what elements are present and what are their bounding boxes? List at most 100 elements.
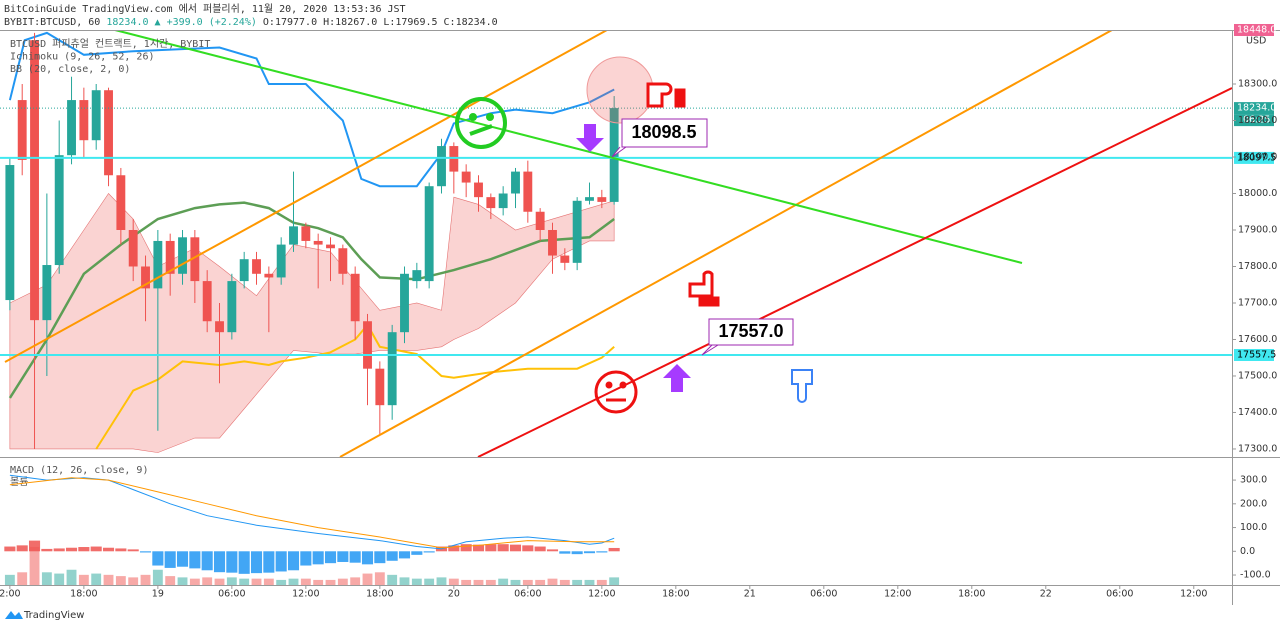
price-label-box	[1234, 102, 1274, 115]
channel-line	[339, 30, 1113, 457]
candle-body	[338, 248, 348, 274]
candle-body	[5, 165, 15, 301]
y-tick-label: 0.0	[1240, 546, 1255, 557]
y-tick-label: 17800.0	[1238, 261, 1277, 272]
histogram-bar	[164, 551, 176, 568]
histogram-bar	[546, 549, 559, 552]
candle-body	[387, 332, 397, 406]
candle-body	[42, 265, 52, 321]
candle-body	[190, 237, 200, 282]
y-tick-label: 17900.0	[1238, 224, 1277, 235]
x-tick-label: 20	[448, 589, 460, 600]
volume-bar	[337, 578, 348, 585]
volume-bar	[461, 579, 472, 585]
histogram-bar	[201, 551, 213, 571]
histogram-bar	[28, 540, 41, 552]
y-tick-label: 200.0	[1240, 498, 1267, 509]
neutral-face	[594, 370, 638, 414]
x-tick-label: 22	[1040, 589, 1052, 600]
candle-body	[128, 229, 138, 267]
legend-entry: BB (20, close, 2, 0)	[10, 64, 130, 75]
histogram-bar	[608, 547, 620, 552]
histogram-bar	[90, 546, 102, 552]
volume-bar	[572, 579, 583, 585]
candle-body	[215, 321, 224, 333]
candle-body	[165, 240, 175, 274]
histogram-bar	[65, 547, 78, 552]
histogram-bar	[102, 547, 115, 552]
hand-icon	[791, 369, 813, 403]
candle-body	[91, 90, 101, 141]
volume-bar	[448, 578, 459, 585]
x-tick-label: 19	[152, 589, 164, 600]
histogram-bar	[238, 551, 250, 574]
candle-body	[30, 40, 39, 321]
y-tick-label: 17500.0	[1238, 370, 1277, 381]
candle-body	[116, 175, 126, 230]
histogram-bar	[596, 551, 608, 553]
smiley	[455, 97, 507, 149]
countdown: 06:25	[1243, 115, 1270, 126]
hand-icon	[688, 270, 720, 307]
x-tick-label: 12:00	[884, 589, 911, 600]
x-tick-label: 06:00	[1106, 589, 1133, 600]
volume-bar	[374, 572, 385, 585]
histogram-bar	[448, 545, 460, 552]
volume-bar	[128, 577, 139, 585]
histogram-bar	[300, 551, 312, 566]
x-tick-label: 06:00	[514, 589, 541, 600]
histogram-bar	[16, 545, 28, 552]
histogram-bar	[386, 551, 398, 561]
volume-bar	[226, 577, 237, 585]
volume-bar	[547, 578, 558, 585]
candle-body	[412, 270, 422, 282]
volume-bar	[165, 576, 176, 585]
price-label: 18448.0	[1237, 25, 1276, 36]
x-tick-label: 21	[744, 589, 756, 600]
ohlc: O:17977.0 H:18267.0 L:17969.5 C:18234.0	[263, 17, 498, 28]
candle-body	[572, 200, 582, 263]
volume-bar	[399, 577, 410, 585]
candle-body	[511, 171, 520, 194]
histogram-bar	[226, 551, 238, 573]
y-tick-label: 17600.0	[1238, 334, 1277, 345]
macd-pane	[4, 474, 620, 585]
x-tick-label: 12:00	[588, 589, 615, 600]
candle-body	[104, 90, 113, 176]
volume-bar	[17, 572, 28, 585]
hand-icon	[646, 82, 686, 108]
trend-line	[477, 87, 1232, 457]
histogram-bar	[485, 544, 497, 552]
histogram-bar	[509, 544, 522, 552]
legend-entry: Ichimoku (9, 26, 52, 26)	[10, 52, 155, 63]
volume-bar	[498, 578, 509, 585]
histogram-bar	[312, 551, 324, 565]
candle-body	[301, 226, 311, 241]
histogram-bar	[349, 551, 361, 563]
candle-body	[67, 100, 76, 156]
volume-bar	[276, 579, 287, 585]
candle-body	[202, 281, 212, 322]
axes: 18448.0 18234.006:25 18097.5 17557.5 USD 1730…	[0, 24, 1277, 600]
volume-bar	[609, 577, 620, 585]
macd-line	[9, 477, 615, 549]
candle-body	[54, 155, 64, 266]
change: 18234.0 ▲ +399.0 (+2.24%)	[106, 17, 257, 28]
volume-bar	[559, 579, 570, 585]
candle-body	[363, 321, 372, 369]
publisher: BitCoinGuide TradingView.com 에서 퍼블리쉬, 11…	[4, 3, 406, 15]
volume-bar	[91, 573, 102, 585]
histogram-bar	[411, 551, 423, 555]
volume-bar	[510, 579, 521, 585]
histogram-bar	[374, 551, 386, 564]
candle-body	[276, 244, 286, 278]
volume-bar	[350, 577, 361, 585]
symbol: BYBIT:BTCUSD, 60	[4, 17, 100, 28]
candle-body	[313, 240, 323, 245]
footer: TradingView	[23, 610, 84, 621]
candle-body	[326, 244, 335, 249]
candle-body	[597, 197, 607, 202]
trend-line	[114, 30, 1023, 264]
candle-body	[141, 266, 150, 289]
